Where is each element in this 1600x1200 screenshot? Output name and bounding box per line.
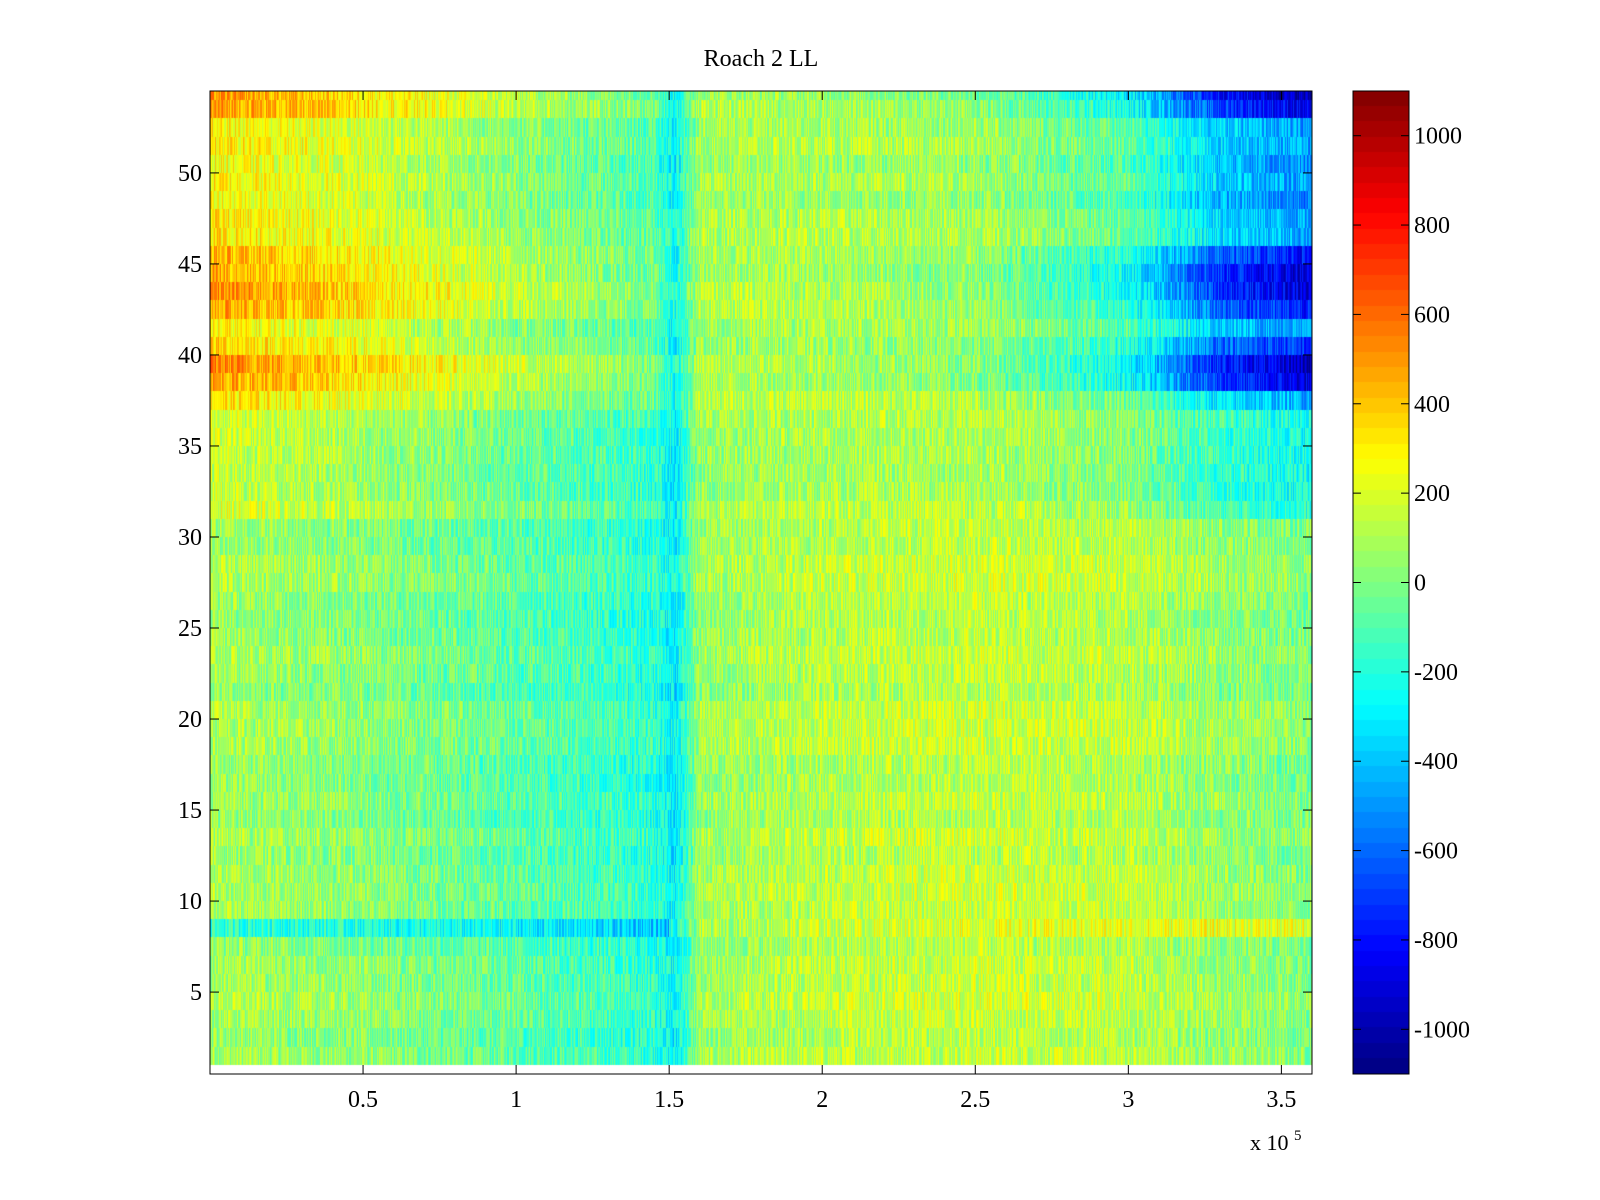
colorbar-tick-label: -200 [1414,660,1458,686]
y-tick-label: 15 [178,798,202,824]
colorbar-tick-label: -1000 [1414,1017,1470,1043]
x-axis: 0.5 1 1.5 2 2.5 3 3.5 [348,91,1296,1113]
y-tick-label: 30 [178,525,202,551]
x-tick-label: 3.5 [1266,1087,1296,1113]
colorbar-image [1353,91,1409,1074]
colorbar-tick-label: 0 [1414,571,1426,597]
x-axis-multiplier-exponent: 5 [1294,1128,1302,1144]
colorbar-tick-label: 1000 [1414,124,1462,150]
colorbar-tick-label: 800 [1414,213,1450,239]
x-tick-label: 2 [816,1087,828,1113]
colorbar-tick-label: -400 [1414,749,1458,775]
heatmap-image [210,91,1312,1074]
x-tick-label: 2.5 [960,1087,990,1113]
y-tick-label: 20 [178,707,202,733]
x-tick-label: 3 [1122,1087,1134,1113]
x-tick-label: 1.5 [654,1087,684,1113]
colorbar-tick-label: -800 [1414,928,1458,954]
y-tick-label: 25 [178,616,202,642]
colorbar-tick-label: -600 [1414,839,1458,865]
y-tick-label: 35 [178,434,202,460]
chart-title: Roach 2 LL [704,46,819,72]
y-axis: 5 10 15 20 25 30 35 40 45 50 [178,161,1312,1006]
y-tick-label: 45 [178,252,202,278]
x-tick-label: 0.5 [348,1087,378,1113]
y-tick-label: 40 [178,343,202,369]
x-axis-multiplier-base: x 10 [1250,1130,1289,1155]
y-tick-label: 50 [178,161,202,187]
plot-area-frame [209,90,1313,1075]
y-tick-label: 10 [178,889,202,915]
colorbar-axis: 1000 800 600 400 200 0 -200 -400 -600 -800 -1000 [1353,124,1470,1043]
colorbar-frame [1352,90,1410,1075]
colorbar-tick-label: 600 [1414,302,1450,328]
y-tick-label: 5 [190,980,202,1006]
x-axis-multiplier: x 10 5 [1250,1128,1302,1155]
colorbar-tick-label: 200 [1414,481,1450,507]
x-tick-label: 1 [510,1087,522,1113]
colorbar-tick-label: 400 [1414,392,1450,418]
